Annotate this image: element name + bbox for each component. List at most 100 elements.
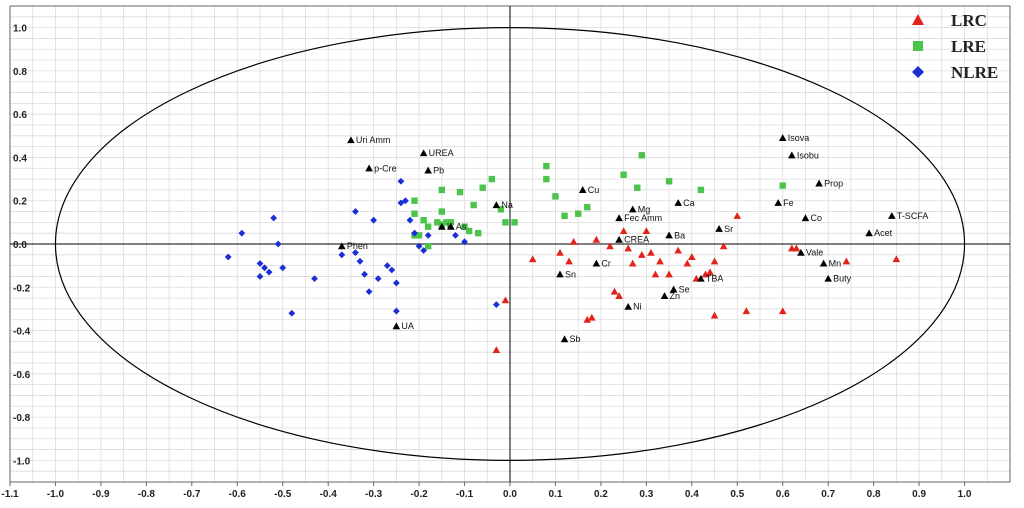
x-tick-label: -0.5 [274,489,292,500]
x-tick-label: 0.3 [639,489,653,500]
lre-point [497,206,505,213]
variable-marker [788,151,796,159]
variable-label: Sr [724,224,733,234]
lre-point [543,162,550,170]
variable-marker [624,302,632,310]
lre-point [456,188,464,196]
variable-label: Ba [674,230,685,240]
variable-marker [660,292,669,299]
variable-label: Na [501,200,513,210]
nlre-point [238,229,246,237]
x-tick-label: -0.6 [229,489,247,500]
y-tick-label: -0.8 [13,413,31,424]
x-tick-label: 1.0 [958,489,972,500]
lrc-point [733,212,742,219]
variable-marker [419,149,428,157]
lre-point [779,182,786,189]
variable-marker [492,201,501,209]
lrc-point [619,227,628,235]
variable-marker [615,214,623,222]
variable-marker [447,222,455,230]
lrc-point [792,244,801,252]
lre-point [411,197,418,204]
nlre-point [411,229,418,237]
variable-label: Co [810,213,822,223]
lrc-point [674,246,682,254]
lrc-point [892,255,901,263]
legend-marker-lre [913,41,923,51]
variable-marker [819,259,828,267]
variable-marker [888,212,896,219]
lrc-point [842,257,851,265]
unit-circle [54,27,966,461]
variable-label: TBA [706,274,724,284]
nlre-point [288,309,296,317]
variable-marker [801,214,810,222]
x-tick-label: 0.4 [685,489,699,500]
lrc-point [778,307,787,315]
variable-label: Sb [570,334,581,344]
variable-label: Zn [670,291,681,301]
nlre-point [224,253,232,261]
x-tick-label: -1.0 [47,489,65,500]
nlre-point [415,242,423,250]
variable-marker [669,285,678,293]
lrc-point [683,259,692,267]
variable-label: T-SCFA [897,211,929,221]
lrc-point [642,227,651,235]
variable-label: Cr [601,258,611,268]
nlre-point [352,208,359,215]
variable-marker [697,274,705,282]
x-tick-label: 0.0 [503,489,517,500]
legend-label-lre: LRE [951,37,986,56]
lrc-point [706,268,714,276]
nlre-point [256,260,264,267]
nlre-point [452,231,459,239]
lre-point [634,184,641,191]
nlre-point [392,279,400,287]
lrc-point [610,287,619,295]
x-tick-label: -0.4 [320,489,338,500]
lre-point [465,227,473,235]
lrc-point [742,307,751,315]
variable-marker [392,322,401,330]
lrc-point [665,270,673,278]
variable-label: Buty [833,274,852,284]
lre-point [479,184,486,191]
lre-point [638,152,646,159]
lre-point [438,186,446,194]
lrc-point [688,253,696,261]
lre-point [420,217,427,224]
y-tick-label: 0.6 [13,110,27,121]
nlre-point [461,238,468,246]
lre-point [474,229,482,237]
variable-marker [628,205,637,213]
lre-point [511,219,518,226]
data-points [224,152,901,354]
legend-marker-nlre [912,66,924,78]
variable-label: Ca [683,198,695,208]
variable-label: Ni [633,302,642,312]
variable-label: Uri Amm [356,135,391,145]
variable-label: CREA [624,235,649,245]
x-tick-label: 0.7 [821,489,835,500]
x-tick-labels: -1.1 -1.0 -0.9 -0.8 -0.7 -0.6 -0.5 -0.4 -0.3 -0.2… [1,482,972,500]
x-tick-label: -0.8 [138,489,156,500]
lre-point [620,171,627,178]
lrc-point [583,315,592,323]
y-tick-label: 0.2 [13,197,27,208]
variable-label: Mn [829,258,842,268]
lre-point [584,204,591,211]
variable-marker [578,186,587,193]
nlre-point [406,216,414,224]
lrc-point [615,292,623,299]
variable-marker [815,179,823,187]
nlre-point [279,264,287,272]
y-tick-label: 0.8 [13,67,27,78]
x-tick-label: 0.5 [730,489,744,500]
lrc-point [556,248,564,256]
variable-label: Isova [788,133,810,143]
y-tick-label: -0.6 [13,370,31,381]
variable-label: p-Cre [374,163,397,173]
lrc-point [710,311,719,319]
